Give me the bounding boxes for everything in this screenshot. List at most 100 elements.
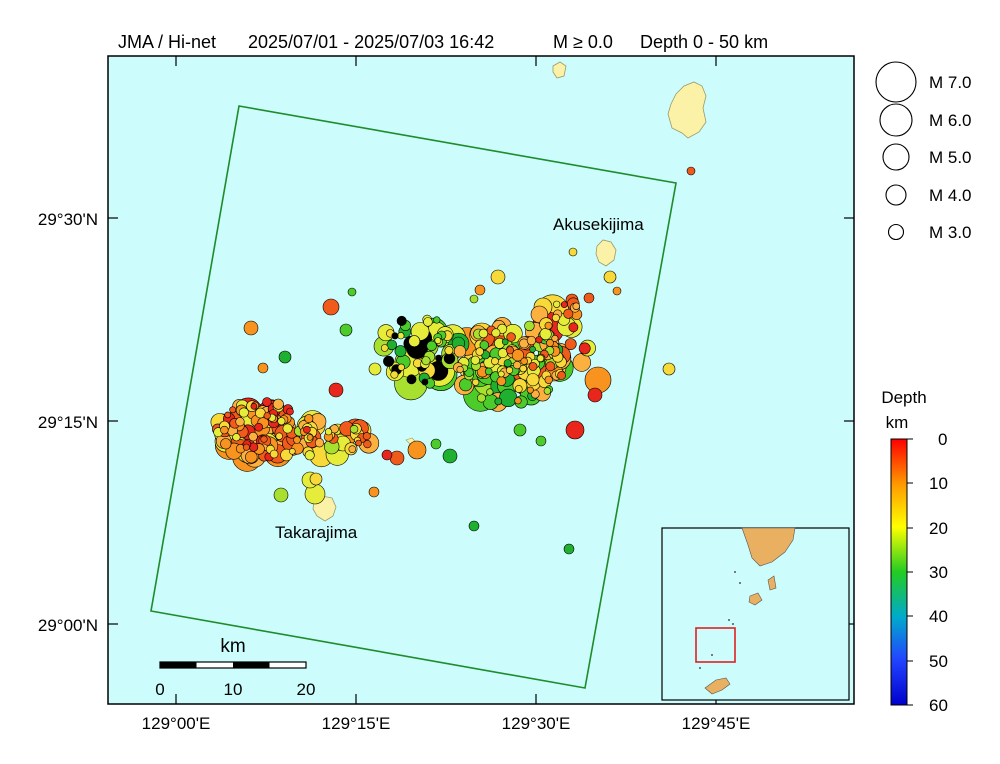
earthquake-event	[563, 308, 574, 319]
earthquake-event	[475, 347, 484, 356]
earthquake-event	[468, 520, 480, 532]
scale-bar: km 0 10 20	[155, 636, 315, 699]
earthquake-event	[490, 357, 499, 366]
inset-kyushu	[741, 527, 796, 567]
earthquake-event	[381, 449, 393, 461]
earthquake-event	[490, 269, 506, 285]
earthquake-events	[210, 166, 696, 555]
earthquake-event	[426, 340, 437, 352]
depth-tick-0: 0	[938, 430, 947, 449]
earthquake-event	[324, 428, 333, 436]
earthquake-event	[553, 300, 561, 308]
earthquake-event	[383, 355, 395, 367]
earthquake-event	[444, 346, 454, 355]
earthquake-event	[306, 434, 314, 441]
scale-tick-20: 20	[297, 680, 316, 699]
inset-yakushima	[748, 592, 763, 606]
earthquake-event	[254, 422, 264, 432]
earthquake-event	[286, 407, 294, 416]
earthquake-event	[459, 378, 473, 392]
depth-tick-20: 20	[929, 519, 948, 538]
earthquake-event	[235, 417, 245, 427]
earthquake-event	[662, 362, 676, 376]
earthquake-event	[275, 432, 283, 440]
earthquake-event	[478, 328, 489, 339]
earthquake-event	[578, 342, 591, 355]
earthquake-event	[587, 387, 603, 403]
earthquake-event	[269, 449, 279, 459]
earthquake-event	[248, 431, 258, 442]
island-north-small	[552, 61, 567, 79]
earthquake-event	[242, 443, 250, 451]
earthquake-event	[421, 356, 431, 366]
earthquake-event	[560, 301, 568, 308]
earthquake-event	[407, 440, 427, 460]
depth-tick-60: 60	[929, 696, 948, 715]
earthquake-event	[272, 398, 284, 410]
earthquake-event	[511, 349, 525, 362]
lat-tick-2915: 29°15'N	[38, 413, 98, 432]
earthquake-event	[282, 423, 293, 434]
earthquake-event	[243, 320, 259, 336]
earthquake-event	[309, 472, 323, 486]
scale-tick-0: 0	[155, 680, 164, 699]
earthquake-event	[278, 350, 292, 364]
earthquake-event	[529, 345, 536, 353]
earthquake-event	[386, 339, 397, 351]
earthquake-event	[328, 382, 344, 398]
inset-map	[661, 527, 850, 701]
header-magnitude: M ≥ 0.0	[553, 32, 613, 52]
earthquake-event	[456, 365, 464, 374]
earthquake-event	[551, 334, 559, 342]
header-period: 2025/07/01 - 2025/07/03 16:42	[248, 32, 494, 52]
earthquake-event	[494, 397, 503, 406]
earthquake-event	[563, 543, 575, 555]
earthquake-event	[513, 423, 527, 437]
earthquake-event	[505, 366, 514, 374]
earthquake-event	[544, 321, 553, 330]
earthquake-event	[528, 362, 538, 371]
legend-label-m4: M 4.0	[929, 186, 972, 205]
earthquake-event	[263, 412, 271, 420]
earthquake-event	[250, 402, 258, 410]
earthquake-event	[583, 292, 595, 304]
earthquake-event	[273, 487, 289, 503]
island-akusekijima	[595, 239, 617, 267]
earthquake-event	[526, 373, 540, 387]
earthquake-event	[362, 432, 371, 441]
earthquake-event	[524, 320, 535, 332]
lon-tick-12930: 129°30'E	[502, 714, 571, 733]
earthquake-event	[501, 338, 509, 346]
legend-label-m6: M 6.0	[929, 111, 972, 130]
header-source: JMA / Hi-net	[118, 32, 216, 52]
earthquake-event	[686, 166, 696, 176]
earthquake-event	[503, 359, 512, 368]
earthquake-event	[612, 286, 622, 296]
earthquake-event	[536, 354, 545, 363]
earthquake-event	[435, 354, 443, 362]
earthquake-event	[551, 313, 560, 322]
earthquake-event	[304, 414, 314, 424]
lon-tick-12915: 129°15'E	[322, 714, 391, 733]
earthquake-event	[543, 387, 552, 395]
earthquake-event	[423, 317, 433, 327]
earthquake-event	[565, 420, 585, 440]
earthquake-event	[545, 361, 556, 372]
earthquake-event	[408, 335, 421, 348]
earthquake-event	[355, 439, 362, 447]
legend-circle-m3	[887, 223, 905, 241]
earthquake-event	[526, 386, 534, 394]
earthquake-event	[535, 336, 543, 344]
earthquake-event	[434, 337, 442, 344]
earthquake-event	[394, 345, 407, 358]
earthquake-event	[603, 270, 617, 284]
label-takarajima: Takarajima	[275, 523, 358, 542]
earthquake-event	[232, 433, 241, 442]
depth-scale-title: Depth	[881, 388, 926, 407]
lon-tick-12900: 129°00'E	[142, 714, 211, 733]
earthquake-event	[421, 378, 429, 386]
earthquake-event	[491, 328, 501, 338]
earthquake-event	[514, 385, 523, 393]
earthquake-event	[568, 322, 579, 333]
